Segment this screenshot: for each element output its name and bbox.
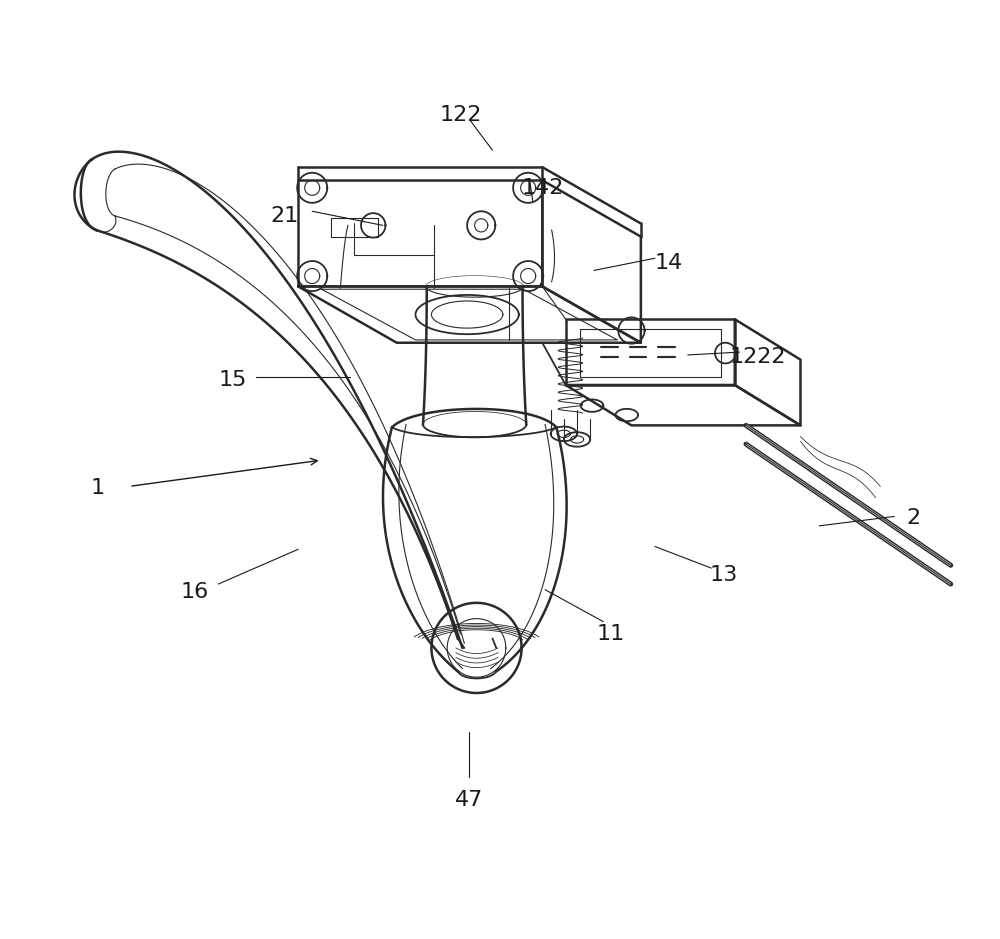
Text: 14: 14 bbox=[655, 253, 683, 273]
Text: 1222: 1222 bbox=[730, 346, 786, 367]
Text: 142: 142 bbox=[521, 177, 563, 198]
Text: 13: 13 bbox=[709, 564, 738, 585]
Text: 21: 21 bbox=[270, 206, 298, 226]
Text: 16: 16 bbox=[181, 581, 209, 602]
Text: 11: 11 bbox=[597, 623, 625, 644]
Text: 47: 47 bbox=[455, 790, 483, 810]
Text: 15: 15 bbox=[218, 370, 247, 391]
Text: 2: 2 bbox=[906, 508, 920, 529]
Text: 1: 1 bbox=[91, 478, 105, 499]
Text: 122: 122 bbox=[439, 104, 482, 125]
